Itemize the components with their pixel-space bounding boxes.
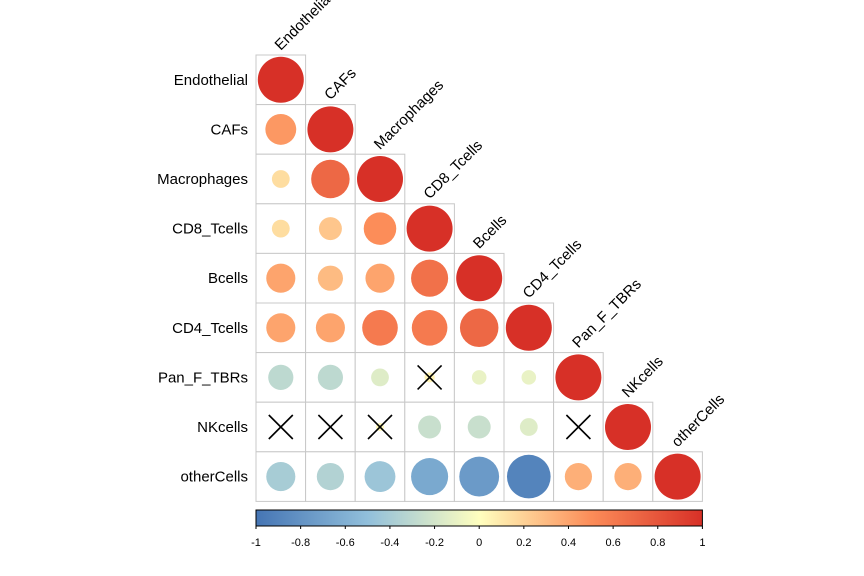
correlation-circle-CD4_Tcells-CD8_Tcells — [411, 309, 448, 346]
row-label: NKcells — [197, 419, 248, 436]
insignificant-cross-icon — [367, 414, 393, 440]
correlation-circle-otherCells-CAFs — [316, 462, 345, 491]
correlation-circle-otherCells-Pan_F_TBRs — [564, 462, 593, 491]
correlation-circle-CD8_Tcells-Macrophages — [363, 212, 397, 245]
correlation-circle-otherCells-NKcells — [614, 462, 642, 491]
correlation-circle-CAFs-Endothelial — [265, 113, 297, 145]
row-label: Pan_F_TBRs — [158, 369, 248, 386]
correlation-circle-CD4_Tcells-Macrophages — [362, 309, 398, 346]
colorbar-tick-label: 0.6 — [605, 537, 620, 549]
correlation-circle-CD8_Tcells-CD8_Tcells — [406, 205, 453, 252]
colorbar: -1 -0.8 -0.6 -0.4 -0.2 0 0.2 0.4 0.6 0.8 1 — [251, 509, 705, 549]
colorbar-tick-label: -0.8 — [291, 537, 310, 549]
correlation-circle-otherCells-Macrophages — [364, 461, 396, 493]
row-label: Endothelial — [174, 72, 248, 89]
correlation-circle-Endothelial-Endothelial — [257, 56, 304, 103]
correlation-circle-Pan_F_TBRs-Endothelial — [268, 364, 294, 390]
correlation-circle-Bcells-Bcells — [456, 255, 503, 302]
correlation-cells — [255, 54, 703, 502]
column-label: Pan_F_TBRs — [569, 276, 645, 352]
colorbar-tick-label: -0.2 — [425, 537, 444, 549]
cell-Pan_F_TBRs-Endothelial — [255, 352, 307, 403]
row-label: otherCells — [180, 469, 248, 486]
colorbar-tick-label: 0 — [476, 537, 482, 549]
colorbar-tick-label: -0.6 — [336, 537, 355, 549]
correlation-circle-CAFs-CAFs — [307, 106, 354, 153]
insignificant-cross-icon — [317, 414, 343, 440]
correlation-circle-otherCells-CD8_Tcells — [411, 458, 449, 496]
correlation-circle-Bcells-Endothelial — [266, 263, 296, 293]
insignificant-cross-icon — [565, 414, 591, 440]
correlation-circle-Bcells-CAFs — [317, 265, 343, 291]
correlation-circle-otherCells-otherCells — [654, 453, 701, 500]
column-label: Bcells — [470, 212, 510, 252]
correlation-circle-CD4_Tcells-CAFs — [315, 313, 345, 343]
correlation-circle-NKcells-CD8_Tcells — [418, 415, 442, 439]
correlation-circle-CD8_Tcells-Endothelial — [271, 219, 290, 238]
cell-Pan_F_TBRs-CD4_Tcells — [503, 352, 555, 403]
correlation-circle-Bcells-Macrophages — [365, 263, 395, 293]
correlation-circle-Pan_F_TBRs-Pan_F_TBRs — [555, 354, 602, 401]
correlation-circle-NKcells-Bcells — [467, 415, 491, 439]
colorbar-gradient — [255, 509, 703, 527]
colorbar-tick-label: -1 — [251, 537, 261, 549]
insignificant-cross-icon — [268, 414, 294, 440]
colorbar-tick-label: 0.4 — [561, 537, 576, 549]
correlation-circle-Pan_F_TBRs-Bcells — [471, 370, 487, 385]
colorbar-tick-label: 0.8 — [650, 537, 665, 549]
row-labels: Endothelial CAFs Macrophages CD8_Tcells Bcel… — [157, 72, 248, 486]
correlation-circle-CD4_Tcells-Bcells — [459, 308, 499, 348]
column-label: otherCells — [668, 391, 728, 451]
column-label: Endothelial — [272, 0, 337, 54]
correlation-circle-Macrophages-Macrophages — [357, 156, 403, 202]
correlation-circle-otherCells-Bcells — [459, 456, 500, 497]
column-label: CD4_Tcells — [520, 236, 586, 302]
row-label: CD4_Tcells — [172, 320, 248, 337]
correlation-circle-Macrophages-Endothelial — [271, 170, 290, 188]
colorbar-tick-label: -0.4 — [380, 537, 399, 549]
correlation-circle-CD4_Tcells-CD4_Tcells — [505, 304, 552, 351]
insignificant-cross-icon — [417, 364, 443, 390]
correlation-circle-CD8_Tcells-CAFs — [318, 217, 342, 241]
cell-CD8_Tcells-CAFs — [305, 203, 356, 254]
column-label: CAFs — [321, 65, 360, 104]
correlation-circle-otherCells-Endothelial — [266, 462, 296, 492]
correlation-circle-NKcells-CD4_Tcells — [519, 418, 538, 436]
row-label: CD8_Tcells — [172, 221, 248, 238]
correlation-circle-Pan_F_TBRs-CD4_Tcells — [521, 370, 537, 385]
column-label: CD8_Tcells — [420, 137, 486, 203]
correlation-circle-Bcells-CD8_Tcells — [411, 259, 449, 297]
correlation-circle-Pan_F_TBRs-CAFs — [317, 364, 343, 390]
row-label: Bcells — [208, 270, 248, 287]
correlation-circle-Macrophages-CAFs — [311, 159, 350, 199]
correlation-circle-otherCells-CD4_Tcells — [506, 454, 551, 499]
colorbar-tick-label: 0.2 — [516, 537, 531, 549]
correlation-circle-NKcells-NKcells — [605, 404, 651, 450]
correlation-circle-Pan_F_TBRs-Macrophages — [371, 368, 389, 387]
column-label: NKcells — [619, 353, 667, 401]
colorbar-tick-label: 1 — [699, 537, 705, 549]
column-label: Macrophages — [371, 77, 447, 153]
row-label: Macrophages — [157, 171, 248, 188]
correlation-circle-CD4_Tcells-Endothelial — [266, 313, 296, 343]
row-label: CAFs — [211, 121, 249, 138]
